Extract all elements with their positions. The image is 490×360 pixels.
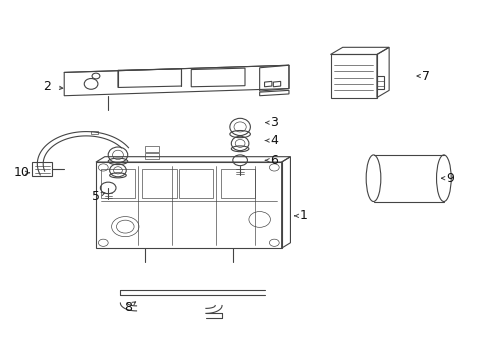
Text: 3: 3 xyxy=(270,116,278,129)
Text: 1: 1 xyxy=(300,210,308,222)
Text: 2: 2 xyxy=(43,80,51,93)
Text: 5: 5 xyxy=(92,190,100,203)
Text: 4: 4 xyxy=(270,134,278,147)
Text: 8: 8 xyxy=(124,301,132,314)
Text: 6: 6 xyxy=(270,154,278,167)
Text: 7: 7 xyxy=(422,69,430,82)
Text: 9: 9 xyxy=(446,172,454,185)
Text: 10: 10 xyxy=(13,166,29,179)
